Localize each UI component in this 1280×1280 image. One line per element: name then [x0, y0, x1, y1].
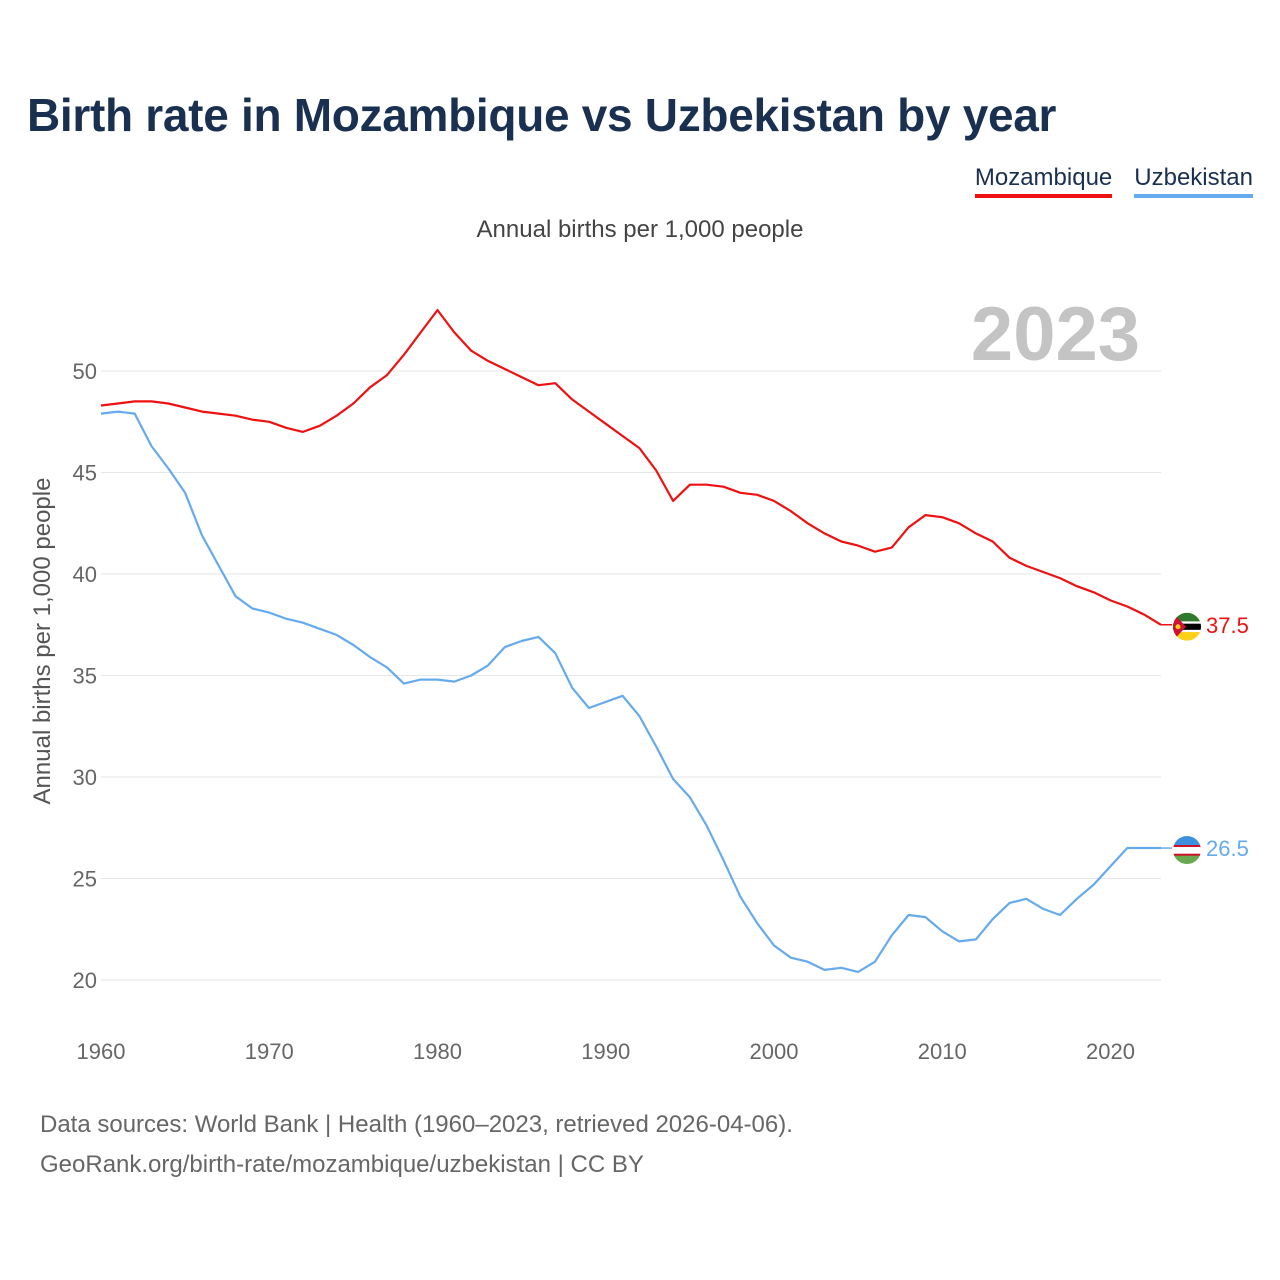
- x-tick-label: 1990: [581, 1039, 630, 1064]
- y-axis-ticks: 20 25 30 35 40 45 50: [73, 359, 97, 993]
- y-tick-label: 50: [73, 359, 97, 384]
- gridlines: [101, 370, 1161, 981]
- series-line-uzbekistan[interactable]: [100, 410, 1161, 973]
- attribution-link[interactable]: GeoRank.org/birth-rate/mozambique/uzbeki…: [40, 1151, 644, 1178]
- end-value-label: 37.5: [1206, 613, 1249, 638]
- x-tick-label: 2000: [750, 1039, 799, 1064]
- legend-item-mozambique[interactable]: Mozambique: [974, 164, 1113, 198]
- series-line-mozambique[interactable]: [100, 309, 1162, 626]
- mozambique-flag-icon: [1173, 612, 1201, 641]
- x-tick-label: 1960: [77, 1039, 126, 1064]
- end-value-label: 26.5: [1206, 836, 1249, 861]
- data-sources: Data sources: World Bank | Health (1960–…: [40, 1111, 793, 1138]
- chart-title: Birth rate in Mozambique vs Uzbekistan b…: [27, 89, 1057, 141]
- y-tick-label: 40: [73, 562, 97, 587]
- y-tick-label: 20: [73, 968, 97, 993]
- uzbekistan-flag-icon: [1173, 836, 1201, 865]
- chart-subtitle: Annual births per 1,000 people: [476, 216, 804, 243]
- x-tick-label: 2020: [1086, 1039, 1135, 1064]
- y-tick-label: 35: [73, 664, 97, 689]
- footer: Data sources: World Bank | Health (1960–…: [40, 1105, 793, 1185]
- y-tick-label: 25: [73, 867, 97, 892]
- x-tick-label: 1970: [245, 1039, 294, 1064]
- legend: Mozambique Uzbekistan: [974, 164, 1253, 198]
- x-tick-label: 2010: [918, 1039, 967, 1064]
- y-tick-label: 45: [73, 461, 97, 486]
- legend-item-uzbekistan[interactable]: Uzbekistan: [1134, 164, 1253, 198]
- y-tick-label: 30: [73, 765, 97, 790]
- series-lines: [100, 309, 1162, 973]
- x-axis-ticks: 1960 1970 1980 1990 2000 2010 2020: [77, 1039, 1135, 1064]
- end-labels: 37.5 26.5: [1161, 612, 1249, 865]
- year-watermark: 2023: [971, 292, 1140, 377]
- x-tick-label: 1980: [413, 1039, 462, 1064]
- y-axis-label: Annual births per 1,000 people: [29, 478, 56, 805]
